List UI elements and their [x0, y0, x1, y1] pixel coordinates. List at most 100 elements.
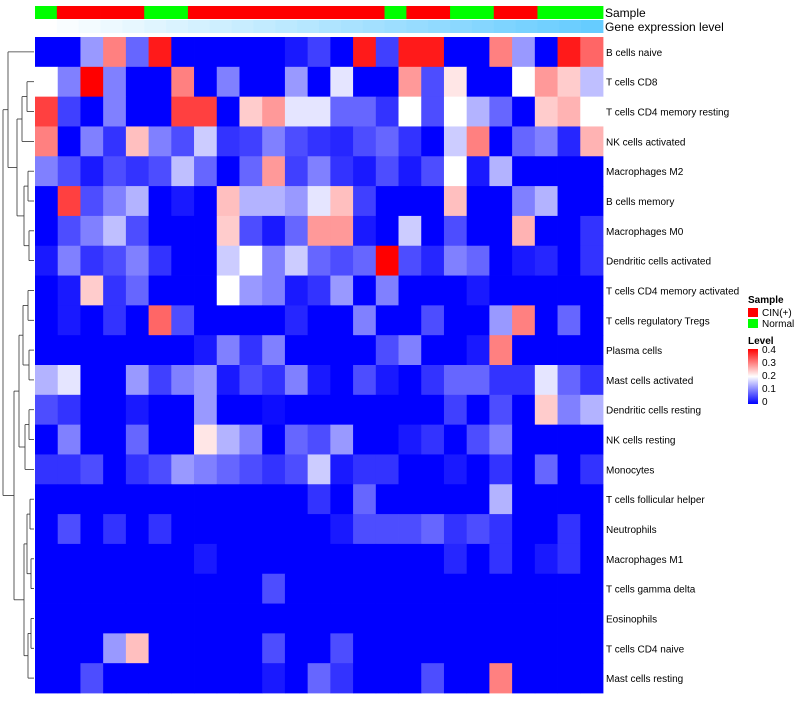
heatmap-cell [330, 126, 354, 157]
heatmap-cell [103, 305, 127, 336]
row-label: Mast cells activated [606, 376, 693, 387]
heatmap-cell [35, 245, 59, 276]
heatmap-cell [512, 365, 536, 396]
heatmap-cell [307, 663, 331, 694]
heatmap-cell [534, 335, 558, 366]
heatmap-cell [466, 514, 490, 545]
heatmap-cell [35, 603, 59, 634]
heatmap-cell [194, 66, 218, 98]
heatmap-cell [171, 215, 195, 247]
heatmap-cell [580, 663, 604, 694]
row-label: T cells gamma delta [606, 585, 696, 596]
heatmap-cell [580, 37, 604, 68]
heatmap-cell [330, 305, 354, 336]
heatmap-cell [421, 484, 445, 515]
heatmap-cell [307, 156, 331, 187]
row-label: B cells memory [606, 197, 674, 208]
heatmap-cell [194, 663, 218, 694]
heatmap-cell [330, 365, 354, 396]
heatmap-cell [216, 66, 240, 98]
heatmap-cell [262, 126, 286, 157]
heatmap-cell [330, 275, 354, 306]
heatmap-cell [262, 484, 286, 515]
heatmap-cell [512, 275, 536, 306]
heatmap-cell [375, 514, 399, 545]
expression-annotation-cell [362, 20, 385, 33]
heatmap-cell [239, 603, 263, 634]
heatmap-cell [262, 603, 286, 634]
heatmap-cell [125, 186, 149, 217]
expression-annotation-cell [122, 20, 145, 33]
heatmap-cell [534, 215, 558, 247]
heatmap-cell [557, 633, 581, 664]
heatmap-cell [239, 484, 263, 515]
heatmap-cell [216, 543, 240, 575]
heatmap-cell [103, 633, 127, 664]
heatmap-cell [534, 96, 558, 127]
heatmap-cell [443, 573, 468, 604]
row-label: T cells regulatory Tregs [606, 316, 710, 327]
heatmap-cell [443, 514, 468, 545]
heatmap-cell [489, 186, 513, 217]
heatmap-cell [239, 156, 263, 187]
heatmap-cell [534, 305, 558, 336]
heatmap-cell [512, 96, 536, 127]
heatmap-cell [512, 305, 536, 336]
heatmap-cell [80, 514, 104, 545]
heatmap-cell [35, 335, 59, 366]
heatmap-cell [512, 156, 536, 187]
heatmap-cell [125, 305, 149, 336]
heatmap-cell [353, 365, 377, 396]
heatmap-cell [443, 424, 468, 455]
heatmap-cell [35, 66, 59, 98]
sample-annotation-cell [297, 6, 320, 19]
heatmap-cell [148, 335, 172, 366]
heatmap-cell [375, 275, 399, 306]
heatmap-cell [489, 245, 513, 276]
heatmap-cell [148, 424, 172, 455]
legend-tick-02: 0.2 [762, 371, 776, 382]
heatmap-cell [35, 663, 59, 694]
heatmap-cell [307, 275, 331, 306]
heatmap-cell [330, 245, 354, 276]
heatmap-cell [534, 66, 558, 98]
heatmap-cell [398, 514, 422, 545]
expression-annotation-cell [515, 20, 538, 33]
heatmap-cell [375, 424, 399, 455]
heatmap-cell [148, 37, 172, 68]
heatmap-cell [443, 37, 468, 68]
heatmap-cell [443, 215, 468, 247]
heatmap-cell [216, 603, 240, 634]
heatmap-cell [262, 37, 286, 68]
heatmap-cell [148, 543, 172, 575]
heatmap-cell [216, 215, 240, 247]
heatmap-cell [80, 186, 104, 217]
heatmap-cell [375, 126, 399, 157]
heatmap-cell [80, 96, 104, 127]
heatmap-cell [57, 365, 81, 396]
heatmap-cell [35, 514, 59, 545]
heatmap-cell [148, 96, 172, 127]
expression-annotation-cell [35, 20, 58, 33]
heatmap-cell [216, 424, 240, 455]
heatmap-cell [35, 454, 59, 485]
expression-annotation-cell [319, 20, 342, 33]
row-label: NK cells resting [606, 436, 675, 447]
heatmap-cell [194, 603, 218, 634]
heatmap-cell [421, 663, 445, 694]
heatmap-cell [216, 633, 240, 664]
heatmap-cell [512, 424, 536, 455]
heatmap-cell [262, 365, 286, 396]
heatmap-cell [353, 394, 377, 426]
heatmap-cell [125, 275, 149, 306]
legend-tick-04: 0.4 [762, 345, 776, 356]
heatmap-cell [443, 245, 468, 276]
heatmap-cell [57, 215, 81, 247]
heatmap-cell [489, 275, 513, 306]
row-label: Macrophages M1 [606, 555, 684, 566]
heatmap-cell [307, 454, 331, 485]
heatmap-cell [307, 96, 331, 127]
heatmap-cell [103, 663, 127, 694]
heatmap-cell [580, 394, 604, 426]
heatmap-cell [557, 66, 581, 98]
